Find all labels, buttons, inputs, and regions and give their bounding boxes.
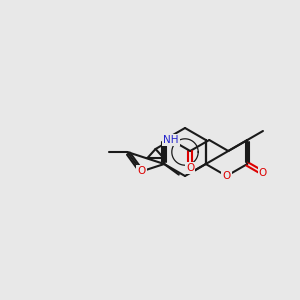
Text: O: O	[137, 167, 146, 176]
Text: O: O	[222, 171, 231, 181]
Text: NH: NH	[164, 135, 179, 145]
Text: O: O	[259, 168, 267, 178]
Text: O: O	[186, 163, 194, 173]
